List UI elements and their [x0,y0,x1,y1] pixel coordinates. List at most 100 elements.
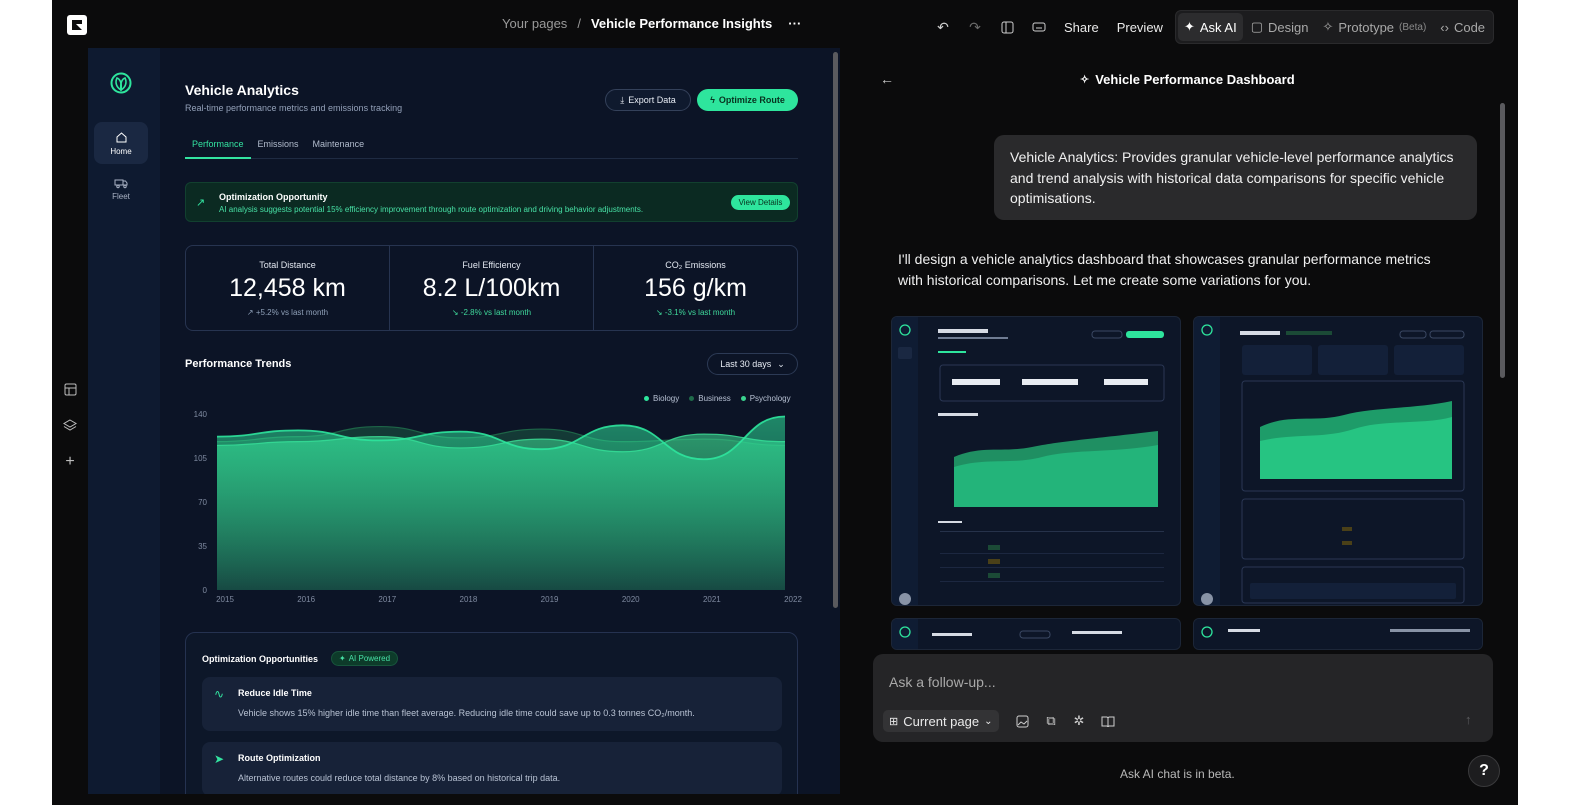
stat-delta: ↘ -3.1% vs last month [655,307,736,317]
share-button[interactable]: Share [1064,19,1099,35]
performance-trends-title: Performance Trends [185,358,292,370]
top-bar: Your pages / Vehicle Performance Insight… [52,0,1518,48]
stat-value: 8.2 L/100km [422,273,561,302]
x-tick-label: 2018 [460,595,478,604]
sparkle-icon: ✦ [339,654,346,663]
breadcrumb-separator: / [577,16,581,31]
mode-switcher: ✦ Ask AI ▢ Design ✧ Prototype (Beta) ‹› Code [1174,10,1495,44]
ask-ai-panel: ← ✧ Vehicle Performance Dashboard Vehicl… [840,48,1518,805]
app-logo-icon[interactable] [66,14,88,36]
app-sidebar: Home Fleet [88,48,160,794]
x-tick-label: 2021 [703,595,721,604]
sparkle-icon: ✦ [1183,19,1195,34]
ask-ai-tab[interactable]: ✦ Ask AI [1177,13,1243,41]
opportunity-description: Alternative routes could reduce total di… [238,773,561,783]
optimization-opportunities-card: Optimization Opportunities ✦ AI Powered ∿… [185,632,798,794]
prototype-label: Prototype [1338,19,1395,35]
opportunity-title: Reduce Idle Time [238,688,312,698]
optimize-route-button[interactable]: ϟ Optimize Route [697,89,798,111]
leaf-logo-icon [110,72,132,94]
send-arrow-icon[interactable]: ↑ [1465,712,1472,727]
assistant-message: I'll design a vehicle analytics dashboar… [898,251,1431,288]
bolt-icon: ϟ [710,95,715,105]
opportunity-item[interactable]: ∿ Reduce Idle Time Vehicle shows 15% hig… [202,677,782,731]
date-range-select[interactable]: Last 30 days ⌄ [707,353,798,375]
performance-trends-chart: 0 35 70 105 140 2015 2016 2017 2018 2019 2020 2021 2… [194,410,803,604]
redo-icon[interactable]: ↷ [969,18,981,35]
panel-toggle-icon[interactable] [994,13,1020,41]
component-icon[interactable]: ⧉ [1046,713,1056,728]
tab-maintenance[interactable]: Maintenance [312,139,365,149]
chat-title-text: Vehicle Performance Dashboard [1095,72,1295,87]
stat-total-distance: Total Distance 12,458 km ↗ +5.2% vs last… [186,246,390,330]
magic-wand-icon[interactable]: ✲ [1073,713,1085,728]
book-icon[interactable] [1099,712,1117,730]
breadcrumb-root[interactable]: Your pages [502,16,568,31]
export-data-button[interactable]: ⤓ Export Data [605,89,691,111]
more-options-icon[interactable]: ··· [788,16,802,31]
grid-icon: ⊞ [889,715,899,728]
current-page-select[interactable]: ⊞ Current page ⌄ [883,710,999,732]
breadcrumb-current[interactable]: Vehicle Performance Insights [590,16,773,31]
keyboard-icon[interactable] [1026,13,1052,41]
stat-value: 156 g/km [644,273,747,302]
stat-delta: ↘ -2.8% vs last month [451,307,532,317]
y-tick-label: 105 [194,454,208,463]
page-title: Vehicle Analytics [185,82,299,98]
design-label: Design [1268,19,1309,35]
page-subtitle: Real-time performance metrics and emissi… [185,103,403,113]
variation-thumbnail[interactable] [891,316,1181,606]
x-tick-label: 2019 [541,595,559,604]
canvas-scrollbar[interactable] [833,52,838,608]
prototype-tab[interactable]: ✧ Prototype (Beta) [1316,13,1432,41]
view-details-button[interactable]: View Details [731,195,790,210]
follow-up-input[interactable]: Ask a follow-up... [889,674,996,690]
alert-description: AI analysis suggests potential 15% effic… [219,205,644,214]
variation-thumbnail[interactable] [891,618,1181,650]
alert-title: Optimization Opportunity [219,192,328,202]
stat-label: Fuel Efficiency [462,259,521,270]
chart-legend: Biology Business Psychology [644,394,791,403]
current-page-label: Current page [903,713,980,729]
stat-co2-emissions: CO₂ Emissions 156 g/km ↘ -3.1% vs last m… [594,246,797,330]
design-tab[interactable]: ▢ Design [1245,13,1315,41]
activity-icon: ∿ [214,687,225,701]
chat-scrollbar[interactable] [1500,103,1505,378]
tab-bar: Performance Emissions Maintenance [185,139,798,159]
stat-label: CO₂ Emissions [665,259,726,270]
design-icon: ▢ [1250,19,1264,34]
sidebar-item-label: Fleet [112,192,130,201]
variation-preview-image [892,619,1122,649]
preview-button[interactable]: Preview [1116,19,1163,35]
truck-icon [114,179,128,189]
opportunity-item[interactable]: ➤ Route Optimization Alternative routes … [202,742,782,794]
add-icon[interactable]: + [65,453,75,470]
layers-icon[interactable] [61,417,79,435]
legend-item: Business [689,394,731,403]
code-tab[interactable]: ‹› Code [1434,13,1491,41]
back-arrow-icon[interactable]: ← [880,71,894,87]
chat-composer: Ask a follow-up... ⊞ Current page ⌄ ⧉ ✲ … [873,654,1493,742]
image-icon[interactable] [1013,712,1031,730]
help-button[interactable]: ? [1468,755,1500,787]
line-biology [216,415,786,461]
area-biology [217,416,785,590]
undo-icon[interactable]: ↶ [937,18,949,35]
variation-thumbnail[interactable] [1193,618,1483,650]
x-tick-label: 2022 [784,595,802,604]
sidebar-item-fleet[interactable]: Fleet [94,168,148,210]
legend-item: Biology [644,394,679,403]
optimize-label: Optimize Route [718,95,785,105]
tab-performance[interactable]: Performance [185,139,251,159]
x-tick-label: 2016 [297,595,315,604]
layout-icon[interactable] [61,380,79,398]
legend-item: Psychology [740,394,791,403]
variation-thumbnail[interactable] [1193,316,1483,606]
opportunities-title: Optimization Opportunities [202,654,318,664]
navigation-icon: ➤ [214,752,225,766]
code-icon: ‹› [1440,19,1449,35]
tab-emissions[interactable]: Emissions [257,139,299,149]
sidebar-item-home[interactable]: Home [94,122,148,164]
ai-powered-badge: ✦ AI Powered [331,651,399,666]
optimization-alert: ↗ Optimization Opportunity AI analysis s… [185,182,798,222]
